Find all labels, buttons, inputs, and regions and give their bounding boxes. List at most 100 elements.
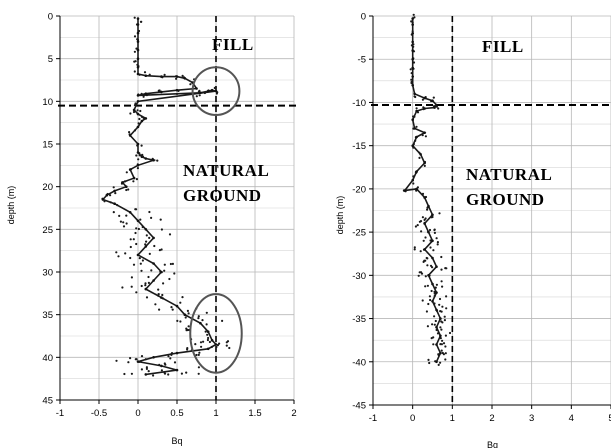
data-point	[140, 144, 143, 147]
data-point	[148, 252, 151, 255]
data-point	[144, 157, 148, 160]
data-point	[133, 129, 137, 132]
data-point	[205, 323, 208, 326]
data-point	[138, 154, 141, 157]
data-point	[206, 347, 210, 351]
data-point	[135, 291, 138, 294]
data-point	[436, 332, 440, 335]
data-point	[440, 349, 443, 352]
data-point	[145, 240, 148, 243]
data-point	[130, 372, 133, 375]
data-point	[428, 295, 431, 298]
data-point	[207, 336, 210, 340]
data-point	[136, 65, 140, 69]
data-point	[186, 348, 189, 351]
data-point	[147, 370, 150, 373]
annotation-label: FILL	[482, 37, 524, 56]
data-point	[148, 210, 151, 214]
data-point	[121, 286, 124, 289]
data-point	[215, 92, 218, 95]
data-point	[173, 361, 177, 364]
data-point	[137, 227, 140, 231]
data-point	[118, 214, 121, 217]
data-point	[411, 178, 415, 182]
data-point	[129, 357, 132, 360]
data-point	[105, 193, 109, 197]
y-tick-label: 0	[48, 12, 53, 23]
data-point	[195, 87, 198, 90]
data-point	[144, 284, 147, 287]
data-point	[412, 43, 415, 46]
data-point	[127, 188, 130, 191]
x-tick-label: -0.5	[91, 408, 107, 419]
data-point	[133, 35, 137, 38]
x-tick-label: -1	[369, 413, 377, 424]
data-point	[435, 343, 438, 346]
data-point	[138, 117, 141, 121]
data-point	[145, 234, 148, 237]
data-point	[133, 104, 137, 107]
y-axis-label: depth (m)	[335, 196, 345, 235]
data-point	[206, 333, 209, 336]
data-point	[428, 228, 432, 232]
data-point	[130, 285, 133, 288]
data-point	[411, 32, 415, 35]
data-point	[439, 310, 442, 313]
y-tick-label: -40	[352, 357, 366, 368]
x-tick-label: 2	[489, 413, 494, 424]
data-point	[442, 353, 445, 356]
data-point	[444, 345, 447, 348]
data-point	[136, 167, 139, 170]
data-point	[433, 290, 436, 293]
data-point	[139, 218, 142, 221]
data-point	[426, 208, 429, 211]
data-point	[129, 256, 132, 260]
data-point	[409, 68, 412, 71]
data-point	[432, 249, 435, 252]
data-point	[421, 134, 424, 137]
data-point	[141, 155, 145, 158]
data-point	[116, 204, 119, 207]
data-point	[433, 231, 436, 234]
data-point	[420, 230, 423, 233]
data-point	[147, 275, 150, 279]
data-point	[412, 175, 415, 178]
data-point	[167, 373, 170, 376]
y-tick-label: -35	[352, 314, 366, 325]
y-tick-label: -45	[352, 401, 366, 412]
data-point	[168, 233, 172, 236]
data-point	[187, 325, 190, 328]
data-point	[433, 302, 436, 305]
data-point	[427, 230, 430, 234]
x-tick-label: 3	[529, 413, 534, 424]
data-point	[133, 70, 136, 73]
data-point	[154, 303, 157, 306]
data-point	[418, 156, 421, 159]
data-point	[214, 86, 217, 89]
data-point	[175, 92, 179, 95]
x-tick-label: 4	[569, 413, 574, 424]
data-point	[439, 334, 442, 338]
data-point	[124, 252, 127, 255]
data-point	[135, 208, 138, 211]
data-point	[442, 342, 446, 345]
data-point	[159, 218, 162, 221]
data-point	[136, 125, 140, 129]
data-point	[132, 176, 136, 180]
data-point	[415, 109, 418, 113]
x-tick-label: 0.5	[170, 408, 183, 419]
data-point	[423, 196, 426, 199]
data-point	[160, 270, 163, 274]
data-point	[101, 198, 105, 201]
data-point	[413, 16, 416, 19]
data-point	[448, 331, 452, 335]
data-point	[147, 281, 150, 284]
y-tick-label: 0	[361, 12, 366, 23]
data-point	[160, 90, 163, 94]
data-point	[206, 338, 209, 342]
annotation-label: GROUND	[183, 186, 262, 205]
annotation-label: NATURAL	[183, 161, 269, 180]
data-point	[145, 366, 148, 369]
data-point	[431, 266, 434, 269]
data-point	[198, 89, 201, 92]
